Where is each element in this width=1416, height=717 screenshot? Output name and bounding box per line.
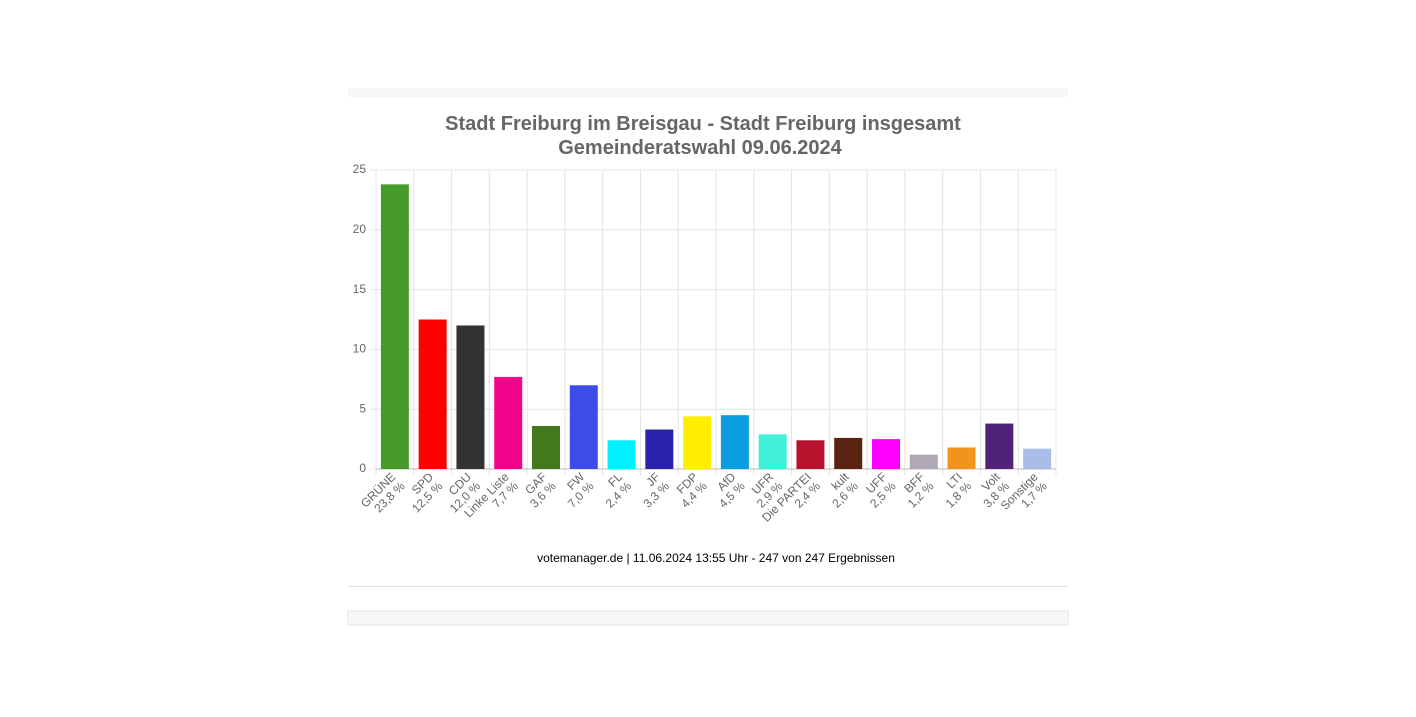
- bar: [607, 440, 636, 469]
- bar: [569, 385, 598, 469]
- chart-subtitle: Gemeinderatswahl 09.06.2024: [558, 137, 842, 159]
- bottom-bar: [347, 610, 1069, 626]
- bar: [985, 423, 1014, 469]
- bar: [796, 440, 825, 469]
- y-tick-label: 25: [353, 162, 367, 176]
- bar: [1023, 448, 1052, 469]
- bar: [834, 437, 863, 469]
- bar: [532, 425, 560, 469]
- y-tick-label: 15: [353, 282, 367, 296]
- bar: [872, 439, 900, 469]
- bar: [758, 434, 787, 469]
- y-tick-label: 20: [353, 222, 367, 236]
- y-tick-label: 5: [359, 401, 366, 415]
- bar: [456, 325, 485, 469]
- value-label: 2,4 %: [603, 479, 635, 511]
- y-tick-label: 0: [359, 461, 366, 475]
- source-note: votemanager.de | 11.06.2024 13:55 Uhr - …: [537, 551, 895, 565]
- top-bar: [348, 88, 1068, 97]
- bar: [909, 454, 938, 469]
- bar: [947, 447, 976, 469]
- bar: [494, 376, 523, 469]
- bar: [418, 319, 447, 469]
- bar: [645, 429, 674, 469]
- bar: [683, 416, 712, 469]
- y-tick-label: 10: [353, 342, 367, 356]
- bar: [380, 184, 409, 470]
- bar: [720, 415, 749, 469]
- chart-title: Stadt Freiburg im Breisgau - Stadt Freib…: [445, 113, 961, 135]
- value-label: 3,3 %: [640, 479, 672, 511]
